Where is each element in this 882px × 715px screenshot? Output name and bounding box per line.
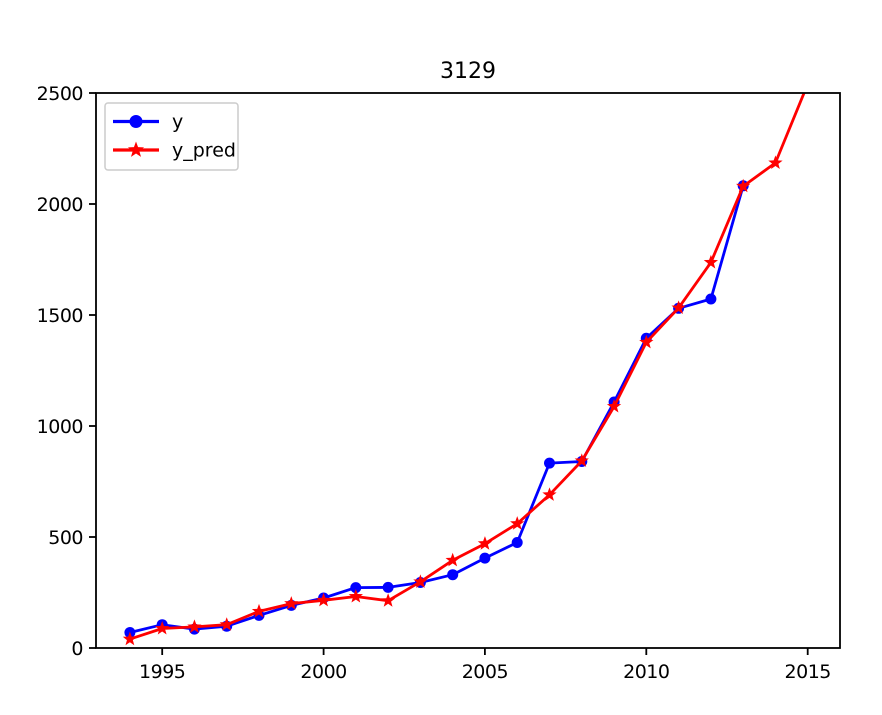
legend-label: y	[172, 111, 183, 133]
star-marker	[219, 617, 234, 631]
star-marker	[671, 300, 686, 314]
circle-marker	[447, 569, 459, 581]
y-axis-tick-label: 0	[71, 638, 83, 660]
x-axis-tick-label: 1995	[139, 661, 185, 683]
x-axis-tick-label: 2015	[785, 661, 831, 683]
series-y	[124, 180, 749, 638]
circle-marker	[511, 537, 523, 548]
legend-item-y: y	[113, 111, 183, 133]
legend-label: y_pred	[172, 140, 236, 162]
star-marker	[477, 536, 493, 550]
chart-title: 3129	[440, 59, 496, 84]
x-axis: 1995 2000 2005 2010 2015	[139, 648, 831, 683]
star-marker	[736, 178, 751, 193]
star-marker	[768, 155, 783, 169]
star-marker	[703, 254, 719, 269]
y-axis-tick-label: 2500	[37, 83, 83, 105]
circle-marker	[350, 582, 362, 594]
y-axis: 0 500 1000 1500 2000 2500	[37, 83, 96, 660]
x-axis-tick-label: 2010	[623, 661, 669, 683]
x-axis-tick-label: 2000	[300, 661, 346, 683]
star-marker	[122, 631, 138, 646]
star-marker	[510, 516, 525, 530]
star-marker	[155, 620, 170, 635]
circle-marker	[544, 457, 555, 469]
x-axis-tick-label: 2005	[462, 661, 508, 683]
y-axis-tick-label: 2000	[37, 194, 83, 216]
star-marker	[284, 596, 299, 610]
legend: y y_pred	[104, 102, 239, 171]
star-marker	[413, 574, 428, 588]
circle-marker	[382, 581, 394, 593]
y-axis-tick-label: 1500	[37, 305, 83, 327]
series-y_pred	[122, 77, 815, 646]
star-marker	[348, 589, 363, 603]
star-marker	[187, 619, 202, 633]
star-marker-icon	[127, 141, 145, 157]
circle-marker	[479, 552, 491, 564]
star-marker	[639, 334, 654, 349]
star-marker	[251, 603, 267, 618]
series-y_pred-line	[128, 93, 806, 641]
circle-marker-icon	[129, 115, 143, 128]
series-y-line	[128, 184, 745, 634]
y-axis-tick-label: 500	[48, 527, 83, 549]
star-marker	[801, 77, 815, 91]
y-axis-tick-label: 1000	[37, 416, 83, 438]
star-marker	[606, 398, 622, 413]
star-marker	[542, 487, 557, 501]
legend-item-y_pred: y_pred	[113, 140, 236, 162]
plot-border	[95, 92, 841, 649]
star-marker	[445, 552, 460, 567]
star-marker	[316, 592, 331, 607]
star-marker	[574, 453, 589, 467]
star-marker	[380, 593, 396, 607]
circle-marker	[705, 293, 717, 305]
